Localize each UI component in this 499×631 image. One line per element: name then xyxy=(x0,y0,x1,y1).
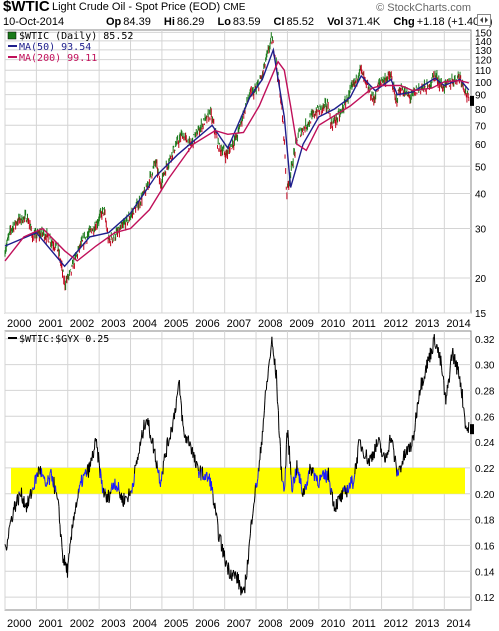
price-x-tick-label: 2013 xyxy=(415,318,439,330)
price-y-tick-label: 130 xyxy=(475,46,492,57)
ratio-legend: $WTIC:$GYX 0.25 xyxy=(8,334,109,345)
price-y-tick-label: 30 xyxy=(475,225,487,236)
tick-layer: 2000 2000 2001 2001 2002 2002 2003 2003 2004 2004… xyxy=(7,28,495,630)
ratio-y-tick-label: 0.12 xyxy=(475,593,495,604)
open-label: Op xyxy=(106,16,122,28)
exchange-label: CME xyxy=(223,2,246,13)
ohlc-summary: Op 84.39 Hi 86.29 Lo 83.59 Cl 85.52 Vol 371.4… xyxy=(106,16,493,28)
price-series xyxy=(4,32,470,291)
low-value: 83.59 xyxy=(232,16,261,28)
price-legend-label: $WTIC (Daily) 85.52 xyxy=(19,31,133,42)
ratio-y-tick-label: 0.16 xyxy=(475,541,495,552)
ratio-y-tick-label: 0.26 xyxy=(475,412,495,423)
left-right-arrow-icon[interactable] xyxy=(477,14,491,26)
ratio-x-tick-label: 2009 xyxy=(289,618,313,630)
ratio-last-marker xyxy=(470,424,474,435)
price-x-tick-label: 2006 xyxy=(195,318,219,330)
price-y-tick-label: 150 xyxy=(475,28,492,39)
price-x-tick-label: 2009 xyxy=(289,318,313,330)
ratio-x-tick-label: 2010 xyxy=(321,618,345,630)
price-x-tick-label: 2005 xyxy=(164,318,188,330)
ma200-line xyxy=(4,60,469,262)
volume-label: Vol xyxy=(327,16,344,28)
instrument-description: Light Crude Oil - Spot Price (EOD) CME xyxy=(52,1,245,13)
price-y-tick-label: 70 xyxy=(475,121,487,132)
price-x-tick-label: 2007 xyxy=(227,318,251,330)
price-x-tick-label: 2010 xyxy=(321,318,345,330)
price-y-tick-label: 15 xyxy=(475,309,487,320)
ratio-legend-label: $WTIC:$GYX 0.25 xyxy=(19,334,109,345)
ma200-legend-label: MA(200) 99.11 xyxy=(19,53,97,64)
ratio-y-tick-label: 0.14 xyxy=(475,567,495,578)
ratio-x-tick-label: 2005 xyxy=(164,618,188,630)
ratio-x-tick-label: 2006 xyxy=(195,618,219,630)
price-x-tick-label: 2003 xyxy=(101,318,125,330)
price-y-tick-label: 80 xyxy=(475,105,487,116)
quote-date: 10-Oct-2014 xyxy=(3,16,65,28)
ratio-y-tick-label: 0.30 xyxy=(475,361,495,372)
price-panel-frame xyxy=(4,29,472,314)
ratio-y-tick-label: 0.20 xyxy=(475,490,495,501)
ratio-y-tick-label: 0.22 xyxy=(475,464,495,475)
price-x-tick-label: 2011 xyxy=(352,318,376,330)
high-label: Hi xyxy=(163,16,175,28)
price-x-tick-label: 2000 xyxy=(7,318,31,330)
price-x-tick-label: 2014 xyxy=(446,318,470,330)
price-legend: $WTIC (Daily) 85.52 MA(50) 93.54 MA(200)… xyxy=(7,31,133,64)
price-legend-swatch xyxy=(7,31,17,40)
price-y-tick-label: 100 xyxy=(475,78,492,89)
change-label: Chg xyxy=(393,16,415,28)
ratio-x-tick-label: 2007 xyxy=(227,618,251,630)
ratio-series xyxy=(4,334,470,596)
price-last-marker xyxy=(470,95,474,106)
ratio-y-tick-label: 0.28 xyxy=(475,386,495,397)
price-x-tick-label: 2008 xyxy=(258,318,282,330)
ratio-x-tick-label: 2002 xyxy=(70,618,94,630)
low-label: Lo xyxy=(217,16,231,28)
price-y-tick-label: 40 xyxy=(475,189,487,200)
price-x-tick-label: 2012 xyxy=(384,318,408,330)
ratio-x-tick-label: 2012 xyxy=(384,618,408,630)
price-x-tick-label: 2001 xyxy=(38,318,62,330)
price-x-tick-label: 2002 xyxy=(70,318,94,330)
ratio-y-tick-label: 0.18 xyxy=(475,516,495,527)
ratio-x-tick-label: 2013 xyxy=(415,618,439,630)
ratio-y-tick-label: 0.32 xyxy=(475,335,495,346)
close-value: 85.52 xyxy=(286,16,315,28)
price-y-tick-label: 20 xyxy=(475,274,487,285)
ratio-y-tick-label: 0.24 xyxy=(475,438,495,449)
price-y-tick-label: 60 xyxy=(475,140,487,151)
ratio-x-tick-label: 2001 xyxy=(38,618,62,630)
ratio-x-tick-label: 2011 xyxy=(352,618,376,630)
ticker-symbol: $WTIC xyxy=(3,0,50,15)
ratio-x-tick-label: 2004 xyxy=(133,618,157,630)
price-y-tick-label: 120 xyxy=(475,56,492,67)
ma50-line xyxy=(4,47,470,268)
volume-value: 371.4K xyxy=(345,16,381,28)
price-y-tick-label: 140 xyxy=(475,37,492,48)
ratio-x-tick-label: 2003 xyxy=(101,618,125,630)
open-value: 84.39 xyxy=(123,16,151,28)
price-y-tick-label: 110 xyxy=(475,66,491,77)
ma50-legend-label: MA(50) 93.54 xyxy=(19,42,91,53)
brand-label: © StockCharts.com xyxy=(376,2,471,14)
chart-header: $WTIC Light Crude Oil - Spot Price (EOD)… xyxy=(0,0,499,30)
ratio-x-tick-label: 2014 xyxy=(446,618,470,630)
price-y-tick-label: 50 xyxy=(475,162,487,173)
ratio-x-tick-label: 2008 xyxy=(258,618,282,630)
price-x-tick-label: 2004 xyxy=(133,318,157,330)
high-value: 86.29 xyxy=(176,16,205,28)
price-y-tick-label: 90 xyxy=(475,91,487,102)
ratio-x-tick-label: 2000 xyxy=(7,618,31,630)
close-label: Cl xyxy=(273,16,285,28)
change-value: +1.18 (+1.40%) xyxy=(416,16,493,28)
series-layer xyxy=(4,32,470,596)
description-text: Light Crude Oil - Spot Price (EOD) xyxy=(52,1,221,13)
